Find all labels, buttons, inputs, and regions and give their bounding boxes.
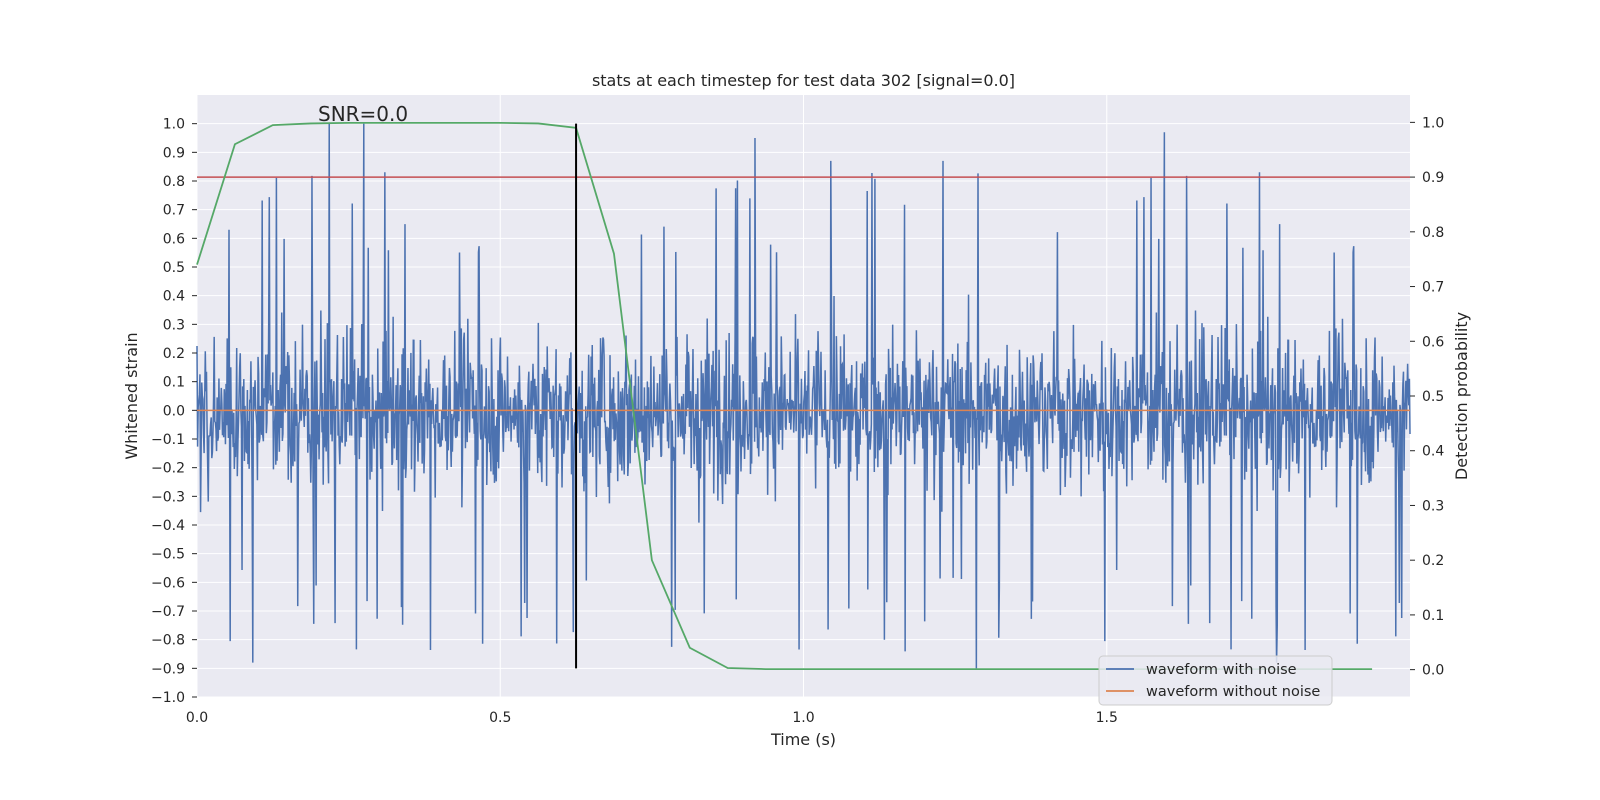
y-tick-label: 0.3 [163, 317, 185, 333]
y-tick-label: −0.5 [151, 547, 185, 563]
x-tick-label: 0.0 [186, 710, 208, 726]
y2-tick-label: 0.2 [1422, 553, 1444, 569]
y-tick-label: 0.4 [163, 289, 185, 305]
y-tick-label: 0.7 [163, 203, 185, 219]
y-tick-label: 0.5 [163, 260, 185, 276]
y-tick-label: 0.2 [163, 346, 185, 362]
x-tick-label: 1.5 [1096, 710, 1118, 726]
ticks-layer: −1.0 −0.9 −0.8 −0.7 −0.6 −0.5 −0.4 −0.3 −0.2 −0.1… [151, 115, 1444, 726]
y-tick-label: −0.2 [151, 461, 185, 477]
snr-annotation: SNR=0.0 [318, 102, 408, 126]
x-axis-title: Time (s) [770, 730, 836, 749]
y-axis-title: Whitened strain [122, 332, 141, 459]
y2-tick-label: 1.0 [1422, 115, 1444, 131]
y-tick-label: −0.6 [151, 575, 185, 591]
y-tick-label: −1.0 [151, 690, 185, 706]
y2-tick-label: 0.7 [1422, 280, 1444, 296]
y-tick-label: −0.7 [151, 604, 185, 620]
y2-tick-label: 0.0 [1422, 663, 1444, 679]
y-tick-label: −0.1 [151, 432, 185, 448]
y2-tick-label: 0.1 [1422, 608, 1444, 624]
y-tick-label: −0.9 [151, 661, 185, 677]
legend-label-waveform-with-noise: waveform with noise [1146, 662, 1297, 678]
y2-tick-label: 0.3 [1422, 498, 1444, 514]
series-waveform-with-noise [196, 123, 1411, 669]
chart-title: stats at each timestep for test data 302… [592, 71, 1015, 90]
series-layer [196, 122, 1411, 670]
y2-tick-label: 0.9 [1422, 170, 1444, 186]
y-tick-label: 0.0 [163, 403, 185, 419]
legend: waveform with noise waveform without noi… [1098, 655, 1333, 706]
y-tick-label: 0.9 [163, 145, 185, 161]
x-tick-label: 0.5 [489, 710, 511, 726]
y-tick-label: −0.3 [151, 489, 185, 505]
y2-tick-label: 0.4 [1422, 444, 1444, 460]
y2-tick-label: 0.6 [1422, 334, 1444, 350]
x-tick-label: 1.0 [792, 710, 814, 726]
legend-box [1098, 655, 1333, 706]
legend-label-waveform-without-noise: waveform without noise [1146, 684, 1320, 700]
y2-axis-title: Detection probability [1452, 312, 1471, 480]
y-tick-label: −0.8 [151, 633, 185, 649]
y2-tick-label: 0.5 [1422, 389, 1444, 405]
y2-tick-label: 0.8 [1422, 225, 1444, 241]
y-tick-label: 0.6 [163, 231, 185, 247]
y-tick-label: −0.4 [151, 518, 185, 534]
y-tick-label: 1.0 [163, 117, 185, 133]
y-tick-label: 0.1 [163, 375, 185, 391]
y-tick-label: 0.8 [163, 174, 185, 190]
